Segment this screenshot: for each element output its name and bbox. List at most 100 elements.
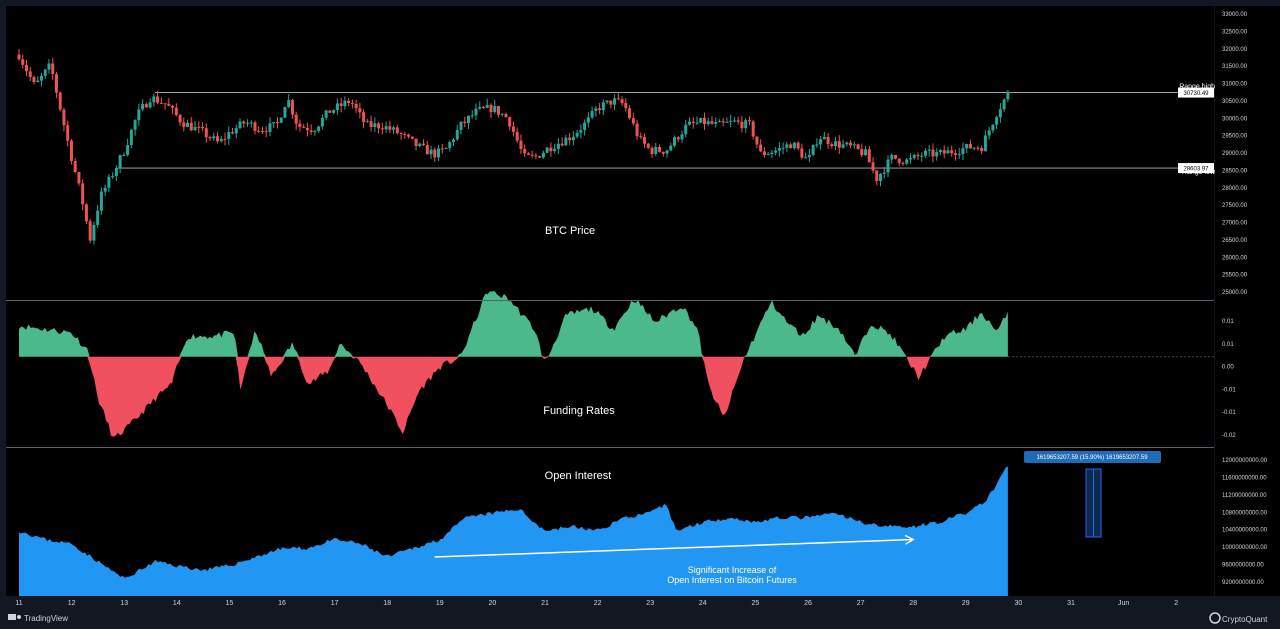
candle-body: [747, 120, 751, 122]
candle-body: [586, 117, 590, 123]
candle-body: [69, 140, 73, 161]
cryptoquant-logo-icon[interactable]: [1209, 612, 1221, 624]
candle-body: [388, 126, 392, 130]
funding-tick: -0.01: [1222, 410, 1236, 416]
candle-body: [410, 136, 414, 139]
open-interest-fill: [19, 466, 1008, 596]
candle-body: [845, 142, 849, 145]
candle-body: [305, 127, 309, 131]
funding-negative-area: [19, 356, 1008, 437]
candle-body: [358, 108, 362, 113]
candle-body: [58, 92, 62, 110]
price-tick: 26000.00: [1222, 255, 1248, 261]
candle-body: [21, 59, 25, 65]
open-interest-area: [19, 466, 1008, 596]
date-tick: 22: [594, 600, 602, 607]
candle-body: [526, 153, 530, 155]
candle-body: [298, 123, 302, 127]
candle-body: [965, 144, 969, 149]
candle-body: [463, 121, 467, 123]
candle-body: [178, 114, 182, 123]
cryptoquant-label: CryptoQuant: [1222, 615, 1268, 624]
candle-body: [234, 128, 238, 134]
candle-body: [605, 100, 609, 103]
candle-body: [212, 136, 216, 139]
candle-body: [73, 160, 77, 172]
candle-body: [275, 122, 279, 124]
oi-tick: 11200000000.00: [1222, 493, 1267, 499]
candle-body: [867, 149, 871, 163]
candle-body: [309, 130, 313, 132]
candle-body: [519, 140, 523, 150]
candle-body: [931, 149, 935, 157]
candle-body: [789, 144, 793, 149]
tradingview-logo-icon[interactable]: [8, 614, 21, 620]
candle-body: [807, 154, 811, 158]
trend-arrow-line: [434, 538, 914, 558]
candle-body: [242, 121, 246, 124]
candle-body: [264, 131, 268, 133]
candle-body: [159, 102, 163, 104]
date-tick: 23: [646, 600, 654, 607]
candle-body: [755, 136, 759, 145]
candle-body: [523, 149, 527, 154]
candle-body: [107, 176, 111, 188]
measurement-tool[interactable]: 1619653207.59 (15.90%) 1619653207.59: [1024, 451, 1161, 538]
price-tick: 33000.00: [1222, 12, 1248, 18]
candle-body: [545, 147, 549, 153]
candle-body: [766, 154, 770, 156]
y-axis-background: [1215, 6, 1280, 596]
price-tick: 30500.00: [1222, 99, 1248, 105]
candle-body: [365, 121, 369, 123]
candle-body: [496, 105, 500, 115]
candle-body: [485, 104, 489, 108]
candle-body: [706, 121, 710, 125]
price-tick: 31500.00: [1222, 64, 1248, 70]
oi-tick: 11600000000.00: [1222, 475, 1267, 481]
oi-tick: 9600000000.00: [1222, 563, 1264, 569]
candle-body: [440, 148, 444, 150]
candle-body: [830, 144, 834, 147]
date-tick: 18: [383, 600, 391, 607]
candle-body: [998, 109, 1002, 118]
y-axes: 33000.00 32500.00 32000.00 31500.00 31000.00…: [1215, 6, 1280, 596]
level-label-1: Range low: [1182, 169, 1216, 176]
candle-body: [114, 167, 118, 177]
price-candles: [17, 48, 1010, 245]
candle-body: [628, 108, 632, 119]
candle-body: [283, 107, 287, 118]
candle-body: [392, 127, 396, 130]
candle-body: [968, 144, 972, 149]
candle-body: [796, 142, 800, 149]
candle-body: [571, 136, 575, 141]
candle-body: [957, 154, 961, 156]
candle-body: [354, 103, 358, 109]
candle-body: [429, 149, 433, 155]
candle-body: [905, 159, 909, 164]
candle-body: [92, 224, 96, 241]
date-tick: 15: [226, 600, 234, 607]
candle-body: [762, 151, 766, 155]
date-tick: 11: [15, 600, 22, 607]
candle-body: [17, 54, 21, 60]
candle-body: [504, 113, 508, 118]
candle-body: [687, 121, 691, 125]
candle-body: [347, 100, 351, 104]
date-tick: 17: [331, 600, 339, 607]
candle-body: [403, 134, 407, 136]
candle-body: [407, 134, 411, 137]
candle-body: [901, 162, 905, 164]
candle-body: [350, 103, 354, 105]
candle-body: [335, 103, 339, 111]
price-tick: 27500.00: [1222, 203, 1248, 209]
candle-body: [380, 128, 384, 130]
candle-body: [126, 145, 130, 155]
candle-body: [583, 122, 587, 130]
funding-positive-area: [19, 291, 1008, 357]
candle-body: [204, 128, 208, 138]
candle-body: [39, 75, 43, 81]
candle-body: [1006, 91, 1010, 100]
candle-body: [66, 125, 70, 141]
candle-body: [549, 147, 553, 152]
